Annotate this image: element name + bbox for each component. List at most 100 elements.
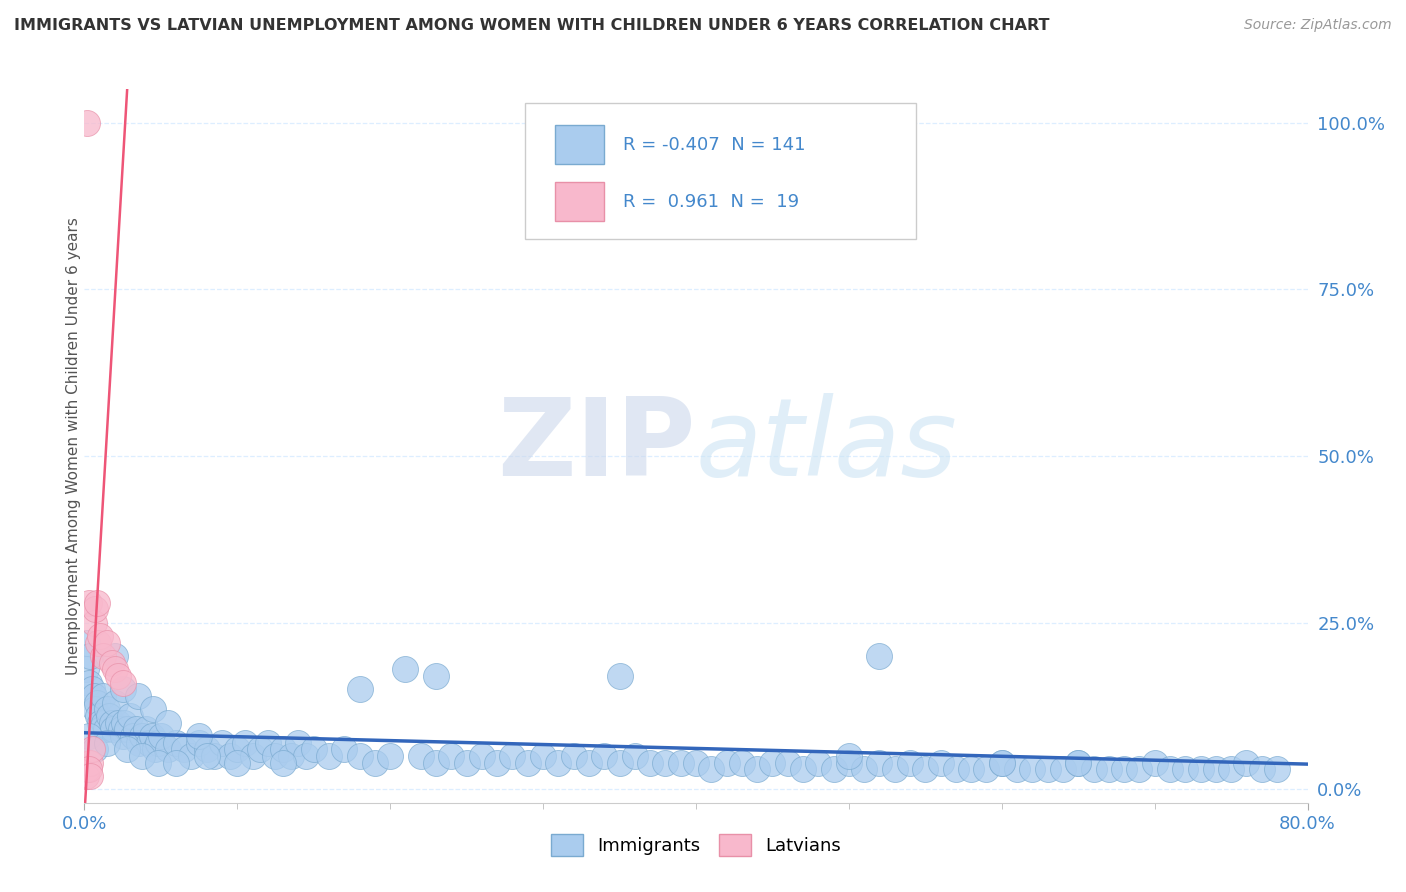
Point bbox=[991, 756, 1014, 770]
Point bbox=[761, 756, 783, 770]
Point bbox=[233, 736, 256, 750]
Point bbox=[86, 596, 108, 610]
Point bbox=[135, 723, 157, 737]
Point bbox=[111, 682, 134, 697]
Point bbox=[80, 682, 103, 697]
Point bbox=[747, 763, 769, 777]
Point bbox=[89, 629, 111, 643]
Text: Source: ZipAtlas.com: Source: ZipAtlas.com bbox=[1244, 18, 1392, 32]
Bar bbox=[555, 125, 605, 164]
Text: atlas: atlas bbox=[696, 393, 957, 499]
Point bbox=[127, 689, 149, 703]
Point bbox=[107, 669, 129, 683]
Point bbox=[578, 756, 600, 770]
Point bbox=[131, 749, 153, 764]
Point bbox=[202, 749, 225, 764]
Point bbox=[264, 749, 287, 764]
Point bbox=[84, 702, 107, 716]
Point bbox=[115, 723, 138, 737]
Point bbox=[79, 769, 101, 783]
Point bbox=[624, 749, 647, 764]
Point bbox=[226, 756, 249, 770]
Legend: Immigrants, Latvians: Immigrants, Latvians bbox=[541, 825, 851, 865]
Point bbox=[104, 662, 127, 676]
Point bbox=[1067, 756, 1090, 770]
FancyBboxPatch shape bbox=[524, 103, 917, 239]
Point bbox=[143, 742, 166, 756]
Point bbox=[869, 649, 891, 664]
Point bbox=[80, 742, 103, 756]
Point bbox=[425, 669, 447, 683]
Point bbox=[271, 742, 294, 756]
Point bbox=[111, 729, 134, 743]
Point bbox=[1052, 763, 1074, 777]
Point bbox=[120, 709, 142, 723]
Point bbox=[188, 729, 211, 743]
Point bbox=[76, 636, 98, 650]
Point bbox=[77, 763, 100, 777]
Point bbox=[157, 742, 180, 756]
Point bbox=[914, 763, 936, 777]
Point bbox=[249, 742, 271, 756]
Point bbox=[1236, 756, 1258, 770]
Point bbox=[1098, 763, 1121, 777]
Point bbox=[593, 749, 616, 764]
Point bbox=[409, 749, 432, 764]
Point bbox=[76, 763, 98, 777]
Point bbox=[157, 715, 180, 730]
Point bbox=[976, 763, 998, 777]
Point bbox=[188, 736, 211, 750]
Point bbox=[364, 756, 387, 770]
Point bbox=[609, 756, 631, 770]
Point bbox=[77, 729, 100, 743]
Point bbox=[226, 742, 249, 756]
Point bbox=[638, 756, 661, 770]
Point bbox=[142, 702, 165, 716]
Point bbox=[380, 749, 402, 764]
Point bbox=[333, 742, 356, 756]
Point bbox=[1067, 756, 1090, 770]
Point bbox=[349, 682, 371, 697]
Point bbox=[883, 763, 905, 777]
Point bbox=[1021, 763, 1043, 777]
Point bbox=[654, 756, 676, 770]
Point bbox=[792, 763, 814, 777]
Point bbox=[1005, 763, 1028, 777]
Point bbox=[125, 723, 148, 737]
Point bbox=[898, 756, 921, 770]
Point bbox=[257, 736, 280, 750]
Point bbox=[280, 749, 302, 764]
Point bbox=[838, 749, 860, 764]
Point bbox=[96, 636, 118, 650]
Text: R =  0.961  N =  19: R = 0.961 N = 19 bbox=[623, 193, 799, 211]
Text: ZIP: ZIP bbox=[498, 393, 696, 499]
Point bbox=[1114, 763, 1136, 777]
Point bbox=[394, 662, 416, 676]
Point bbox=[1143, 756, 1166, 770]
Point bbox=[853, 763, 876, 777]
Point bbox=[425, 756, 447, 770]
Point bbox=[96, 736, 118, 750]
Point bbox=[731, 756, 754, 770]
Point bbox=[91, 689, 114, 703]
Point bbox=[115, 742, 138, 756]
Y-axis label: Unemployment Among Women with Children Under 6 years: Unemployment Among Women with Children U… bbox=[66, 217, 80, 675]
Point bbox=[471, 749, 494, 764]
Point bbox=[302, 742, 325, 756]
Point bbox=[90, 723, 112, 737]
Point bbox=[991, 756, 1014, 770]
Point bbox=[138, 736, 160, 750]
Point bbox=[83, 615, 105, 630]
Point bbox=[76, 115, 98, 129]
Point bbox=[211, 736, 233, 750]
Point bbox=[516, 756, 538, 770]
Point bbox=[218, 749, 240, 764]
Point bbox=[146, 756, 169, 770]
Point bbox=[84, 602, 107, 616]
Point bbox=[104, 649, 127, 664]
Point bbox=[96, 702, 118, 716]
Point bbox=[456, 756, 478, 770]
Point bbox=[960, 763, 983, 777]
Point bbox=[1159, 763, 1181, 777]
Point bbox=[700, 763, 723, 777]
